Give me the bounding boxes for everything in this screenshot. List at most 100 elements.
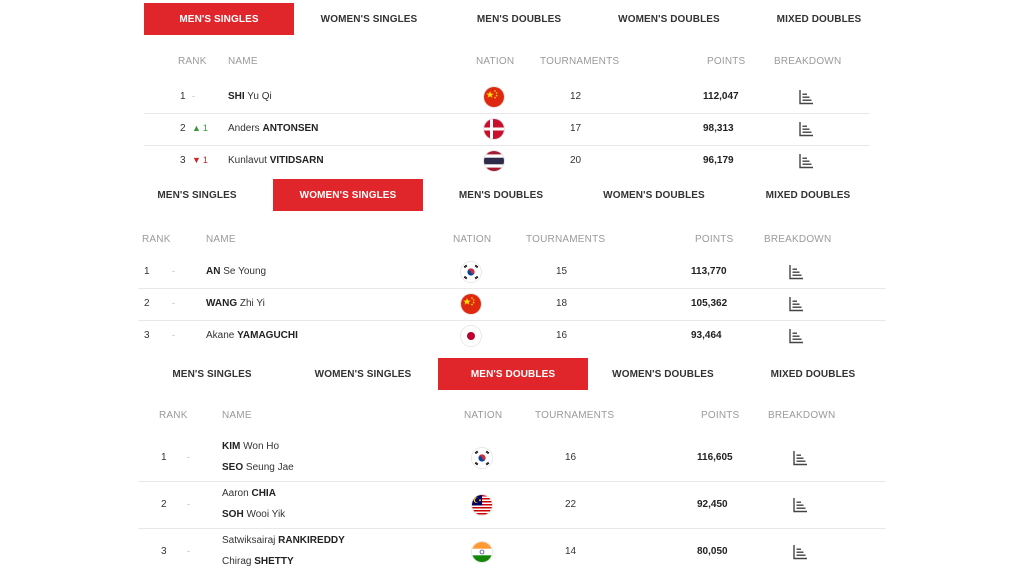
player-name[interactable]: AN Se Young bbox=[206, 266, 266, 277]
points-value: 105,362 bbox=[691, 298, 728, 309]
player-surname: YAMAGUCHI bbox=[237, 330, 298, 341]
player-name[interactable]: KIM Won Ho bbox=[222, 441, 279, 452]
breakdown-chart-icon[interactable] bbox=[788, 264, 804, 280]
tournaments-value: 17 bbox=[570, 123, 582, 134]
player-surname: SOH bbox=[222, 509, 244, 520]
tournaments-column-header: TOURNAMENTS bbox=[526, 234, 606, 245]
breakdown-chart-icon[interactable] bbox=[792, 497, 808, 513]
tab-mixed-doubles[interactable]: MIXED DOUBLES bbox=[776, 13, 862, 25]
table-header: RANK NAME NATION TOURNAMENTS POINTS BREAKDOWN bbox=[138, 234, 886, 248]
rank-value: 1 bbox=[180, 91, 186, 102]
player-given-name: Yu Qi bbox=[247, 91, 272, 102]
player-name[interactable]: SEO Seung Jae bbox=[222, 462, 294, 473]
tab-womens-doubles[interactable]: WOMEN'S DOUBLES bbox=[612, 368, 714, 380]
tournaments-value: 15 bbox=[556, 266, 568, 277]
name-column-header: NAME bbox=[228, 56, 258, 67]
tab-mixed-doubles[interactable]: MIXED DOUBLES bbox=[770, 368, 856, 380]
player-name[interactable]: Aaron CHIA bbox=[222, 488, 276, 499]
tournaments-value: 16 bbox=[556, 330, 568, 341]
tournaments-column-header: TOURNAMENTS bbox=[540, 56, 620, 67]
breakdown-chart-icon[interactable] bbox=[788, 328, 804, 344]
tournaments-value: 14 bbox=[565, 546, 577, 557]
table-row: 3 ▼ 1 Kunlavut VITIDSARN 20 96,179 bbox=[144, 145, 870, 177]
rank-value: 2 bbox=[180, 123, 186, 134]
points-value: 96,179 bbox=[703, 155, 734, 166]
tab-womens-singles[interactable]: WOMEN'S SINGLES bbox=[320, 13, 418, 25]
player-name[interactable]: Kunlavut VITIDSARN bbox=[228, 155, 324, 166]
tab-womens-doubles[interactable]: WOMEN'S DOUBLES bbox=[603, 189, 705, 201]
rank-movement: - bbox=[187, 546, 190, 556]
table-row: 3 - Akane YAMAGUCHI 16 93,464 bbox=[138, 320, 886, 352]
player-name[interactable]: Akane YAMAGUCHI bbox=[206, 330, 298, 341]
player-surname: WANG bbox=[206, 298, 238, 309]
tab-mixed-doubles[interactable]: MIXED DOUBLES bbox=[765, 189, 851, 201]
player-name[interactable]: Satwiksairaj RANKIREDDY bbox=[222, 535, 345, 546]
player-name[interactable]: Chirag SHETTY bbox=[222, 556, 294, 567]
china-flag-icon bbox=[461, 294, 481, 314]
player-given-name: Zhi Yi bbox=[239, 298, 265, 309]
points-value: 112,047 bbox=[703, 91, 739, 102]
rank-value: 2 bbox=[161, 499, 167, 510]
player-surname: SHETTY bbox=[254, 556, 294, 567]
rank-movement: - bbox=[172, 266, 175, 276]
rank-column-header: RANK bbox=[178, 56, 207, 67]
player-name[interactable]: SHI Yu Qi bbox=[228, 91, 272, 102]
nation-column-header: NATION bbox=[453, 234, 492, 245]
breakdown-column-header: BREAKDOWN bbox=[768, 410, 836, 421]
tab-mens-doubles[interactable]: MEN'S DOUBLES bbox=[458, 189, 544, 201]
breakdown-chart-icon[interactable] bbox=[792, 544, 808, 560]
thailand-flag-icon bbox=[484, 151, 504, 171]
rankings-widget: MEN'S SINGLES WOMEN'S SINGLES MEN'S DOUBLE… bbox=[144, 3, 870, 223]
table-header: RANK NAME NATION TOURNAMENTS POINTS BREAKDOWN bbox=[144, 56, 870, 70]
japan-flag-icon bbox=[461, 326, 481, 346]
points-value: 93,464 bbox=[691, 330, 722, 341]
nation-column-header: NATION bbox=[476, 56, 515, 67]
tab-womens-doubles[interactable]: WOMEN'S DOUBLES bbox=[618, 13, 720, 25]
table-row: 3 - Satwiksairaj RANKIREDDY Chirag SHETTY 14… bbox=[138, 528, 886, 575]
arrow-down-icon: ▼ bbox=[192, 155, 201, 165]
china-flag-icon bbox=[484, 87, 504, 107]
rank-value: 3 bbox=[180, 155, 186, 166]
player-first-name: Aaron bbox=[222, 488, 249, 499]
rank-movement: - bbox=[172, 330, 175, 340]
tab-womens-singles[interactable]: WOMEN'S SINGLES bbox=[273, 179, 423, 211]
player-given-name: Wooi Yik bbox=[246, 509, 286, 520]
player-first-name: Chirag bbox=[222, 556, 252, 567]
tournaments-value: 12 bbox=[570, 91, 582, 102]
rank-value: 2 bbox=[144, 298, 150, 309]
player-name[interactable]: SOH Wooi Yik bbox=[222, 509, 285, 520]
points-value: 98,313 bbox=[703, 123, 734, 134]
table-row: 1 - KIM Won Ho SEO Seung Jae 16 116,605 bbox=[138, 434, 886, 482]
player-first-name: Kunlavut bbox=[228, 155, 267, 166]
player-surname: ANTONSEN bbox=[262, 123, 319, 134]
tab-mens-singles[interactable]: MEN'S SINGLES bbox=[157, 189, 237, 201]
table-row: 2 - WANG Zhi Yi 18 105,362 bbox=[138, 288, 886, 321]
breakdown-chart-icon[interactable] bbox=[798, 121, 814, 137]
player-name[interactable]: Anders ANTONSEN bbox=[228, 123, 318, 134]
rank-movement: - bbox=[187, 499, 190, 509]
tournaments-value: 20 bbox=[570, 155, 582, 166]
breakdown-chart-icon[interactable] bbox=[798, 89, 814, 105]
player-first-name: Akane bbox=[206, 330, 235, 341]
player-surname: RANKIREDDY bbox=[278, 535, 345, 546]
rank-value: 3 bbox=[144, 330, 150, 341]
tab-womens-singles[interactable]: WOMEN'S SINGLES bbox=[314, 368, 412, 380]
table-row: 2 ▲ 1 Anders ANTONSEN 17 98,313 bbox=[144, 113, 870, 146]
player-given-name: Seung Jae bbox=[245, 462, 294, 473]
breakdown-chart-icon[interactable] bbox=[792, 450, 808, 466]
tab-mens-singles[interactable]: MEN'S SINGLES bbox=[172, 368, 252, 380]
table-header: RANK NAME NATION TOURNAMENTS POINTS BREAKDOWN bbox=[138, 410, 886, 424]
tournaments-value: 18 bbox=[556, 298, 568, 309]
tab-mens-singles[interactable]: MEN'S SINGLES bbox=[144, 3, 294, 35]
player-name[interactable]: WANG Zhi Yi bbox=[206, 298, 265, 309]
breakdown-chart-icon[interactable] bbox=[788, 296, 804, 312]
tournaments-column-header: TOURNAMENTS bbox=[535, 410, 615, 421]
tab-mens-doubles[interactable]: MEN'S DOUBLES bbox=[476, 13, 562, 25]
player-first-name: Satwiksairaj bbox=[222, 535, 276, 546]
breakdown-chart-icon[interactable] bbox=[798, 153, 814, 169]
breakdown-column-header: BREAKDOWN bbox=[774, 56, 842, 67]
tab-mens-doubles[interactable]: MEN'S DOUBLES bbox=[438, 358, 588, 390]
player-surname: KIM bbox=[222, 441, 241, 452]
rankings-widget: MEN'S SINGLES WOMEN'S SINGLES MEN'S DOUBLE… bbox=[138, 179, 886, 399]
nation-column-header: NATION bbox=[464, 410, 503, 421]
